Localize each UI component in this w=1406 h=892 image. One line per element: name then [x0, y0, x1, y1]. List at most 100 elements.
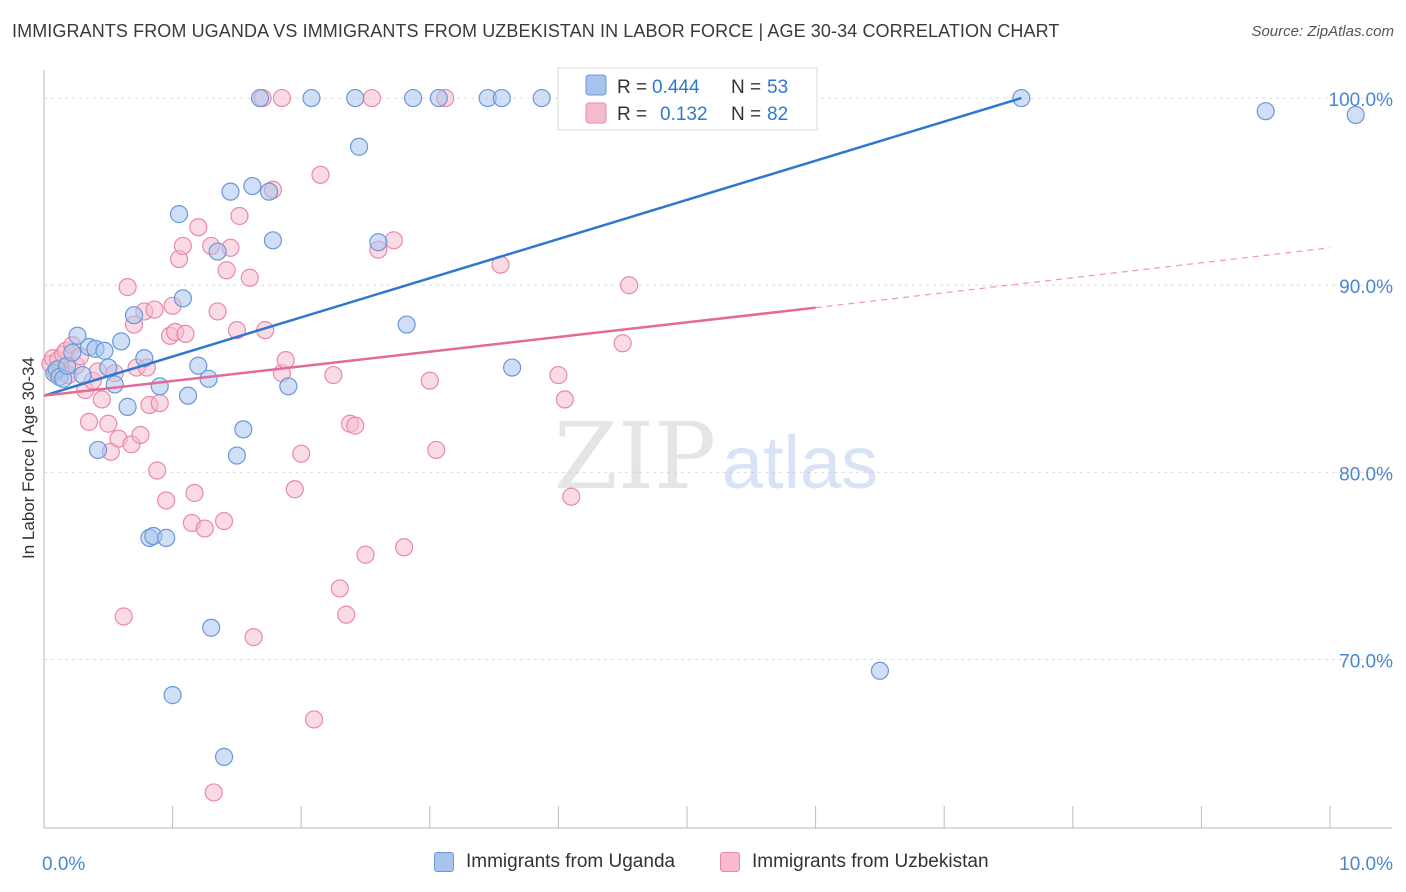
uganda-point: [189, 356, 208, 375]
uzbekistan-n-label: N =: [731, 104, 761, 125]
uzbekistan-point: [427, 440, 446, 460]
uganda-point: [346, 88, 365, 108]
uzbekistan-point: [356, 545, 375, 564]
uganda-point: [95, 341, 114, 360]
uganda-point: [279, 377, 298, 396]
uzbekistan-point: [230, 206, 249, 226]
uganda-point: [173, 289, 192, 308]
legend-label-uganda: Immigrants from Uganda: [466, 851, 676, 872]
uganda-point: [369, 233, 388, 252]
uzbekistan-point: [189, 218, 208, 237]
uzbekistan-point: [99, 414, 118, 433]
uganda-point: [403, 88, 423, 108]
uganda-point: [492, 88, 511, 108]
uganda-point: [349, 137, 369, 156]
uzbekistan-point: [346, 416, 365, 435]
uzbekistan-point: [173, 236, 192, 256]
legend-item-uzbekistan: Immigrants from Uzbekistan: [720, 851, 989, 873]
uganda-point: [178, 386, 198, 405]
uzbekistan-point: [131, 425, 150, 445]
uganda-point: [870, 661, 890, 680]
uganda-point: [163, 686, 182, 705]
watermark: ZIP atlas: [554, 403, 878, 510]
uganda-point: [112, 332, 131, 351]
uzbekistan-point: [114, 607, 133, 626]
uganda-trend-line: [43, 96, 1022, 397]
uzbekistan-point: [324, 365, 343, 385]
y-tick-labels: 100.0% 90.0% 80.0% 70.0%: [1329, 90, 1394, 672]
chart-title: IMMIGRANTS FROM UGANDA VS IMMIGRANTS FRO…: [12, 21, 1060, 41]
legend-label-uzbekistan: Immigrants from Uzbekistan: [752, 851, 989, 872]
stats-legend: R = 0.444 N = 53 R = 0.132 N = 82: [557, 67, 818, 131]
uzbekistan-r-value: 0.132: [660, 104, 708, 125]
legend-swatch-uzbekistan: [720, 852, 740, 872]
watermark-atlas: atlas: [722, 421, 878, 504]
uzbekistan-point: [148, 461, 167, 480]
uzbekistan-point: [118, 278, 137, 297]
uganda-n-label: N =: [731, 77, 761, 98]
x-tick-label: 0.0%: [42, 854, 85, 875]
uzbekistan-point: [185, 483, 204, 503]
uzbekistan-point: [157, 491, 176, 510]
uzbekistan-point: [217, 261, 236, 280]
uzbekistan-point: [555, 390, 574, 409]
uzbekistan-point: [420, 371, 439, 390]
uganda-point: [259, 182, 279, 201]
uganda-point: [243, 176, 262, 196]
uzbekistan-point: [613, 334, 632, 353]
uzbekistan-point: [337, 605, 356, 624]
x-tick-label: 10.0%: [1339, 854, 1393, 875]
uganda-r-label: R =: [617, 77, 647, 98]
uzbekistan-trend-extension: [815, 247, 1331, 309]
uzbekistan-point: [272, 88, 292, 108]
uganda-point: [135, 349, 154, 368]
uzbekistan-point: [394, 538, 414, 557]
trend-lines: [43, 96, 1331, 397]
uzbekistan-point: [176, 324, 195, 343]
y-tick-label: 70.0%: [1339, 652, 1393, 673]
uganda-point: [227, 446, 246, 465]
uganda-n-value: 53: [767, 77, 788, 98]
legend-swatch-uganda: [434, 852, 454, 872]
uganda-point: [118, 397, 137, 416]
uzbekistan-point: [150, 394, 169, 413]
uganda-point: [302, 88, 321, 108]
uganda-point: [208, 242, 227, 261]
uzbekistan-point: [304, 710, 324, 729]
uganda-point: [214, 747, 234, 766]
uzbekistan-point: [204, 783, 223, 802]
uzbekistan-r-label: R =: [617, 104, 647, 125]
y-tick-label: 100.0%: [1329, 90, 1394, 111]
uganda-point: [88, 440, 108, 460]
uzbekistan-point: [292, 444, 311, 463]
uganda-point: [532, 88, 551, 108]
uganda-r-value: 0.444: [652, 77, 700, 98]
axes: [43, 70, 1392, 829]
uganda-point: [397, 315, 416, 334]
uganda-point: [105, 375, 124, 394]
uzbekistan-trend-line: [43, 306, 816, 397]
uganda-point: [1346, 105, 1365, 125]
uganda-point: [429, 88, 448, 108]
watermark-zip: ZIP: [554, 403, 716, 510]
uzbekistan-point: [92, 390, 111, 409]
uzbekistan-point: [384, 231, 403, 250]
uganda-point: [250, 88, 270, 108]
uzbekistan-point: [240, 268, 259, 287]
uganda-point: [124, 306, 144, 325]
y-tick-label: 90.0%: [1339, 277, 1393, 298]
y-axis-label: In Labor Force | Age 30-34: [19, 357, 38, 559]
uzbekistan-point: [549, 365, 568, 385]
source-credit: Source: ZipAtlas.com: [1251, 23, 1394, 40]
y-tick-label: 80.0%: [1339, 464, 1393, 485]
uzbekistan-point: [145, 300, 164, 319]
uzbekistan-point: [276, 350, 295, 370]
uganda-point: [150, 377, 169, 396]
uganda-point: [503, 358, 522, 377]
uzbekistan-point: [362, 88, 382, 108]
uzbekistan-point: [208, 302, 227, 321]
uganda-point: [68, 326, 87, 345]
uzbekistan-point: [620, 276, 639, 295]
uganda-point: [202, 618, 221, 637]
